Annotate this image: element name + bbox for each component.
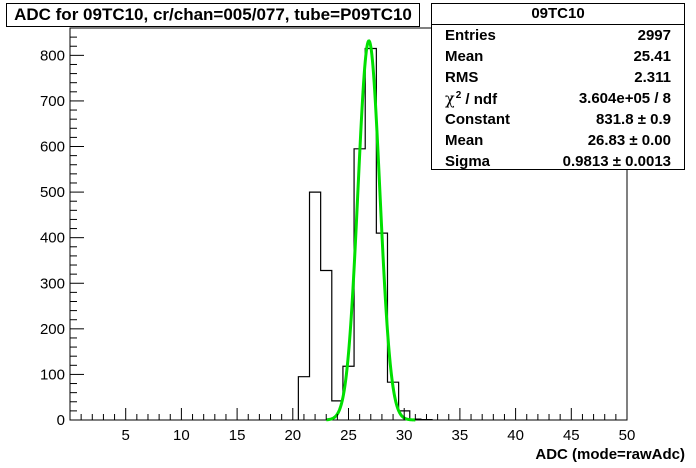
x-tick-label: 50	[619, 427, 636, 444]
y-tick-label: 0	[57, 412, 65, 429]
x-tick-label: 15	[229, 427, 246, 444]
y-tick-label: 400	[40, 230, 65, 247]
x-tick-label: 25	[340, 427, 357, 444]
stats-box: 09TC10 Entries 2997 Mean 25.41 RMS 2.311…	[431, 3, 685, 170]
stats-label: Mean	[445, 48, 484, 65]
stats-value: 831.8 ± 0.9	[596, 111, 671, 128]
gaussian-fit-line	[325, 39, 417, 422]
x-tick-label: 40	[507, 427, 524, 444]
stats-label: / ndf	[461, 91, 498, 108]
stats-label: RMS	[445, 69, 479, 86]
stats-value: 2997	[637, 27, 671, 44]
x-tick-label: 5	[122, 427, 130, 444]
stats-row-rms: RMS 2.311	[432, 67, 684, 88]
stats-value: 25.41	[633, 48, 671, 65]
histogram	[297, 47, 433, 421]
stats-value: 3.604e+05 / 8	[578, 90, 671, 107]
x-tick-label: 30	[396, 427, 413, 444]
y-tick-label: 200	[40, 321, 65, 338]
stats-value: 26.83 ± 0.00	[587, 132, 671, 149]
stats-label: Mean	[445, 132, 484, 149]
y-tick-label: 700	[40, 93, 65, 110]
histogram-title-text: ADC for 09TC10, cr/chan=005/077, tube=P0…	[14, 5, 412, 24]
x-axis-title: ADC (mode=rawAdc)	[535, 446, 685, 463]
y-tick-label: 500	[40, 184, 65, 201]
histogram-title: ADC for 09TC10, cr/chan=005/077, tube=P0…	[6, 3, 420, 27]
fit-curve	[325, 39, 417, 422]
stats-row-fit-mean: Mean 26.83 ± 0.00	[432, 130, 684, 151]
y-tick-label: 600	[40, 139, 65, 156]
stats-row-chi2: χ2 / ndf 3.604e+05 / 8	[432, 88, 684, 109]
stats-value: 0.9813 ± 0.0013	[562, 153, 671, 170]
histogram-bin	[321, 270, 332, 420]
stats-label: Sigma	[445, 153, 491, 170]
y-tick-label: 100	[40, 366, 65, 383]
histogram-outline	[297, 47, 433, 421]
stats-row-constant: Constant 831.8 ± 0.9	[432, 109, 684, 130]
x-tick-label: 45	[563, 427, 580, 444]
axes: 5 10 15 20 25 30 35 40 45 50010020030040050060070…	[40, 36, 636, 444]
stats-label: Constant	[445, 111, 510, 128]
stats-label: Entries	[445, 27, 496, 44]
stats-box-title: 09TC10	[432, 4, 684, 25]
x-tick-label: 35	[452, 427, 469, 444]
stats-row-entries: Entries 2997	[432, 25, 684, 46]
chi-superscript: 2	[455, 90, 462, 101]
histogram-bin	[298, 377, 309, 420]
y-tick-label: 300	[40, 275, 65, 292]
histogram-bin	[354, 149, 365, 420]
y-tick-label: 800	[40, 47, 65, 64]
x-tick-label: 10	[173, 427, 190, 444]
chi-symbol: χ	[445, 89, 455, 108]
stats-row-mean: Mean 25.41	[432, 46, 684, 67]
stats-value: 2.311	[634, 69, 671, 86]
x-tick-label: 20	[284, 427, 301, 444]
histogram-bin	[310, 192, 321, 420]
stats-row-sigma: Sigma 0.9813 ± 0.0013	[432, 151, 684, 172]
stats-label-chi2: χ2 / ndf	[445, 88, 497, 112]
